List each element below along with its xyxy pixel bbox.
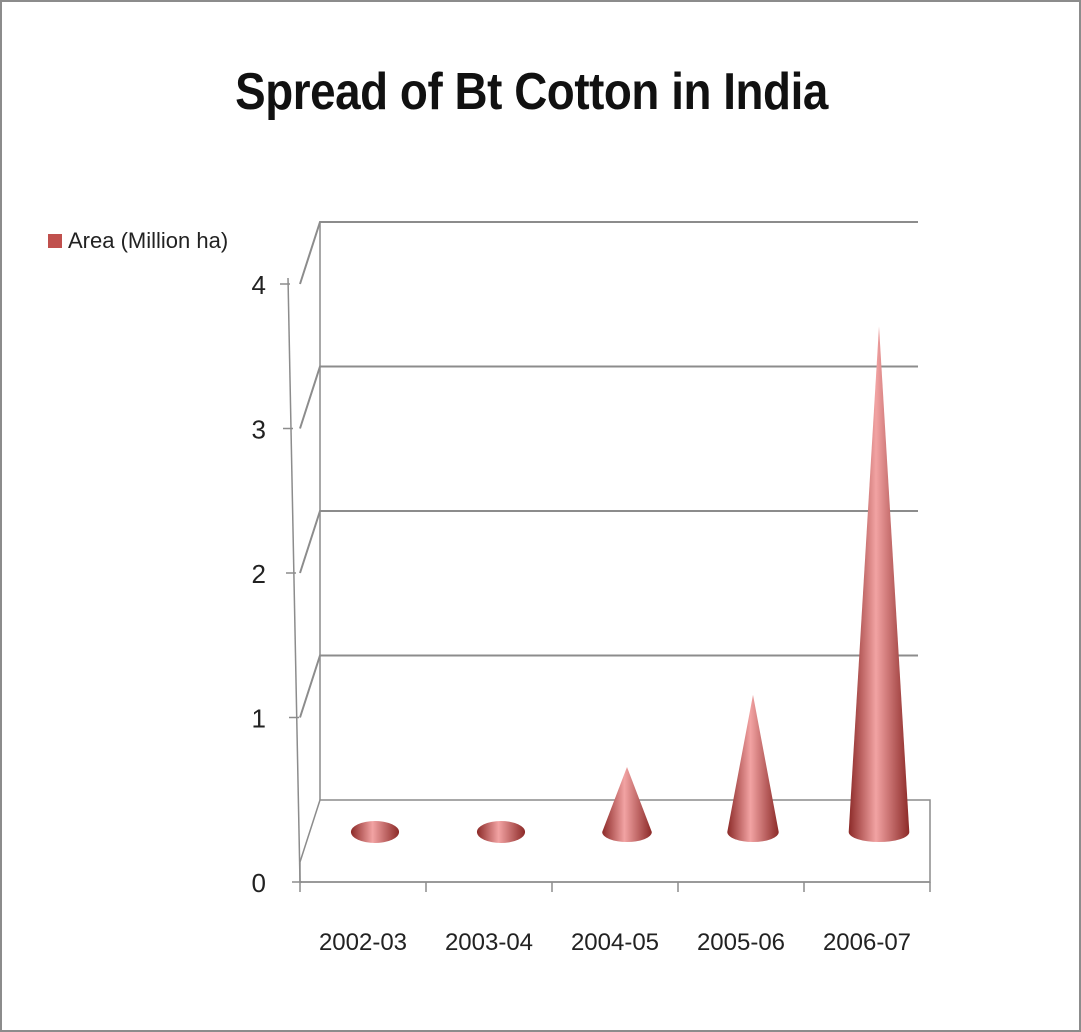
cone-body — [602, 766, 652, 843]
cone-bar — [727, 694, 779, 842]
legend: Area (Million ha) — [48, 228, 228, 254]
y-tick-label: 3 — [252, 415, 266, 445]
x-tick-label: 2005-06 — [697, 929, 785, 956]
cone-bar — [602, 766, 652, 843]
gridline — [299, 365, 918, 429]
tick-labels: 0 1 2 3 4 2002-03 2003-04 2004-05 2005-06 2006-07 — [252, 270, 912, 956]
cone-base — [476, 821, 526, 843]
y-tick-label: 2 — [252, 559, 266, 589]
cone-body — [727, 694, 779, 842]
chart-title: Spread of Bt Cotton in India — [235, 63, 828, 121]
cones — [350, 326, 910, 843]
axes — [280, 277, 931, 892]
y-tick-label: 1 — [252, 704, 266, 734]
cone-base — [350, 821, 400, 843]
gridline — [299, 510, 918, 574]
gridline — [299, 654, 918, 718]
cone-bar — [350, 821, 400, 843]
cone-bar — [476, 821, 526, 843]
legend-label: Area (Million ha) — [68, 228, 229, 253]
y-axis — [287, 277, 301, 883]
x-tick-label: 2002-03 — [319, 929, 407, 956]
gridline — [299, 221, 918, 285]
cone-body — [848, 326, 910, 843]
y-tick-label: 4 — [252, 270, 266, 300]
x-tick-label: 2004-05 — [571, 929, 659, 956]
y-tick-label: 0 — [252, 868, 266, 898]
legend-swatch — [48, 234, 62, 248]
x-tick-label: 2003-04 — [445, 929, 533, 956]
x-tick-label: 2006-07 — [823, 929, 911, 956]
gridlines — [299, 221, 931, 883]
cone-bar — [848, 326, 910, 843]
